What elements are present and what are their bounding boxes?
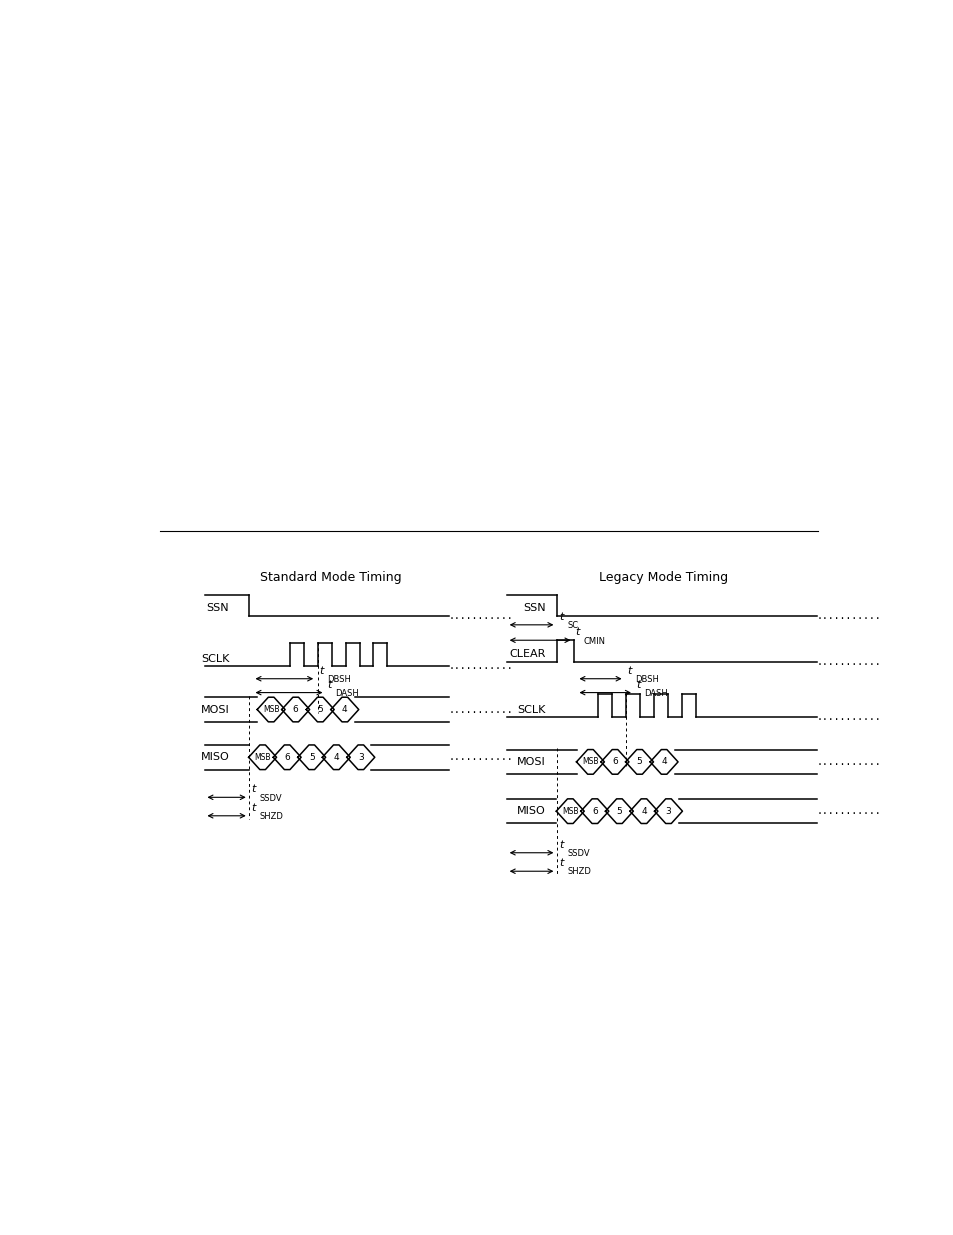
Text: 4: 4 [334, 753, 338, 762]
Text: MISO: MISO [200, 752, 229, 762]
Text: ...........: ........... [816, 757, 881, 767]
Text: 6: 6 [592, 806, 598, 815]
Text: 5: 5 [309, 753, 314, 762]
Text: t: t [627, 666, 631, 676]
Text: MSB: MSB [254, 753, 271, 762]
Text: t: t [636, 679, 639, 689]
Text: SCLK: SCLK [201, 653, 229, 663]
Text: SHZD: SHZD [567, 867, 591, 877]
Text: MOSI: MOSI [200, 704, 229, 715]
Text: t: t [252, 803, 256, 813]
Text: 4: 4 [341, 705, 347, 714]
Text: DASH: DASH [335, 689, 359, 698]
Text: SSDV: SSDV [567, 848, 589, 858]
Text: 5: 5 [636, 757, 641, 767]
Text: MSB: MSB [561, 806, 578, 815]
Text: t: t [575, 627, 579, 637]
Text: MISO: MISO [517, 806, 545, 816]
Text: CMIN: CMIN [583, 636, 605, 646]
Text: ...........: ........... [448, 704, 513, 715]
Text: Standard Mode Timing: Standard Mode Timing [259, 571, 401, 584]
Text: 3: 3 [357, 753, 363, 762]
Text: SHZD: SHZD [259, 813, 283, 821]
Text: 6: 6 [284, 753, 290, 762]
Text: DBSH: DBSH [327, 676, 351, 684]
Text: 6: 6 [293, 705, 298, 714]
Text: t: t [558, 858, 563, 868]
Text: ...........: ........... [448, 752, 513, 762]
Text: DASH: DASH [643, 689, 667, 698]
Text: 3: 3 [665, 806, 671, 815]
Text: ...........: ........... [448, 662, 513, 672]
Text: ...........: ........... [816, 610, 881, 621]
Text: t: t [328, 679, 332, 689]
Text: DBSH: DBSH [635, 676, 659, 684]
Text: ...........: ........... [448, 610, 513, 621]
Text: ...........: ........... [816, 806, 881, 816]
Text: Legacy Mode Timing: Legacy Mode Timing [598, 571, 727, 584]
Text: 5: 5 [616, 806, 621, 815]
Text: CLEAR: CLEAR [509, 650, 545, 659]
Text: t: t [558, 611, 563, 621]
Text: 6: 6 [612, 757, 618, 767]
Text: SCLK: SCLK [517, 704, 545, 715]
Text: SSDV: SSDV [259, 794, 282, 803]
Text: t: t [558, 840, 563, 850]
Text: ...........: ........... [816, 657, 881, 667]
Text: t: t [319, 666, 323, 676]
Text: MOSI: MOSI [517, 757, 545, 767]
Text: MSB: MSB [263, 705, 279, 714]
Text: ...........: ........... [816, 713, 881, 722]
Text: SSN: SSN [207, 603, 229, 613]
Text: 4: 4 [640, 806, 646, 815]
Text: SSN: SSN [522, 603, 545, 613]
Text: 4: 4 [660, 757, 666, 767]
Text: MSB: MSB [581, 757, 598, 767]
Text: 5: 5 [317, 705, 323, 714]
Text: t: t [252, 784, 256, 794]
Text: SC: SC [567, 621, 578, 630]
